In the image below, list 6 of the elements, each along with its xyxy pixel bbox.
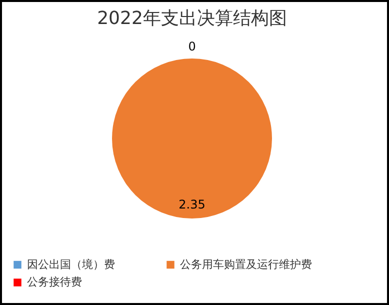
legend-label: 公务用车购置及运行维护费 bbox=[180, 258, 312, 271]
chart-title: 2022年支出决算结构图 bbox=[97, 8, 287, 29]
data-label: 2.35 bbox=[178, 198, 206, 212]
legend-label: 因公出国（境）费 bbox=[27, 258, 115, 271]
legend-label: 公务接待费 bbox=[27, 276, 82, 288]
text: 0 bbox=[188, 40, 196, 54]
